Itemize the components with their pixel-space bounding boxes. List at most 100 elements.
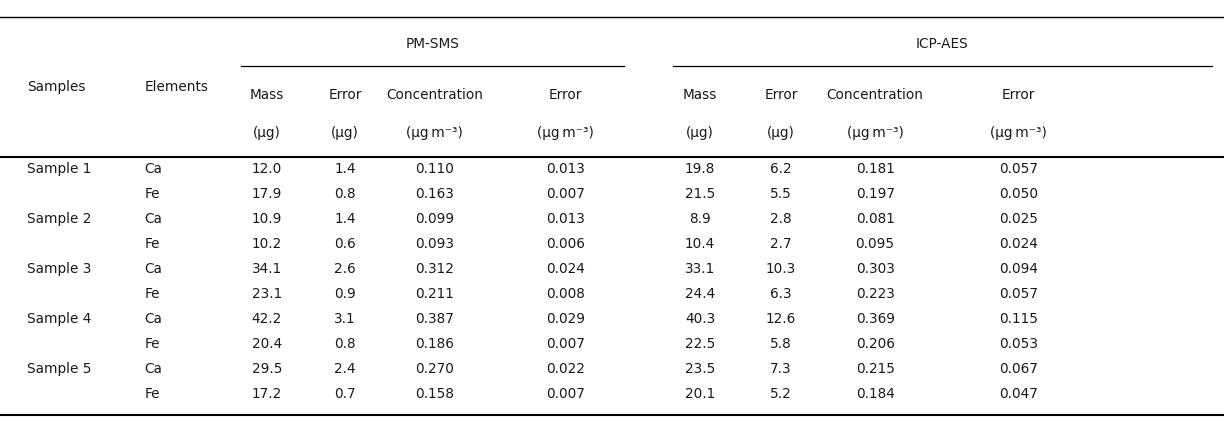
- Text: 0.270: 0.270: [415, 362, 454, 376]
- Text: 0.024: 0.024: [546, 262, 585, 276]
- Text: 10.9: 10.9: [252, 212, 282, 226]
- Text: 6.2: 6.2: [770, 162, 792, 176]
- Text: 0.067: 0.067: [999, 362, 1038, 376]
- Text: 0.008: 0.008: [546, 287, 585, 301]
- Text: (μg): (μg): [332, 126, 359, 140]
- Text: Error: Error: [764, 88, 798, 102]
- Text: Elements: Elements: [144, 80, 208, 94]
- Text: 21.5: 21.5: [685, 187, 715, 201]
- Text: 17.2: 17.2: [252, 387, 282, 401]
- Text: (μg): (μg): [253, 126, 280, 140]
- Text: (μg): (μg): [767, 126, 794, 140]
- Text: 10.3: 10.3: [766, 262, 796, 276]
- Text: 0.223: 0.223: [856, 287, 895, 301]
- Text: 12.6: 12.6: [766, 312, 796, 326]
- Text: 8.9: 8.9: [689, 212, 711, 226]
- Text: (μg m⁻³): (μg m⁻³): [990, 126, 1047, 140]
- Text: Concentration: Concentration: [386, 88, 483, 102]
- Text: Sample 3: Sample 3: [27, 262, 92, 276]
- Text: Error: Error: [328, 88, 362, 102]
- Text: 24.4: 24.4: [685, 287, 715, 301]
- Text: 0.006: 0.006: [546, 237, 585, 251]
- Text: 0.115: 0.115: [999, 312, 1038, 326]
- Text: 0.186: 0.186: [415, 337, 454, 351]
- Text: Sample 4: Sample 4: [27, 312, 92, 326]
- Text: 0.8: 0.8: [334, 187, 356, 201]
- Text: 2.7: 2.7: [770, 237, 792, 251]
- Text: 5.5: 5.5: [770, 187, 792, 201]
- Text: 17.9: 17.9: [252, 187, 282, 201]
- Text: 0.095: 0.095: [856, 237, 895, 251]
- Text: 7.3: 7.3: [770, 362, 792, 376]
- Text: 0.387: 0.387: [415, 312, 454, 326]
- Text: 20.4: 20.4: [252, 337, 282, 351]
- Text: Ca: Ca: [144, 312, 163, 326]
- Text: 23.1: 23.1: [252, 287, 282, 301]
- Text: 42.2: 42.2: [252, 312, 282, 326]
- Text: 22.5: 22.5: [685, 337, 715, 351]
- Text: 5.8: 5.8: [770, 337, 792, 351]
- Text: 33.1: 33.1: [685, 262, 715, 276]
- Text: 0.206: 0.206: [856, 337, 895, 351]
- Text: 0.158: 0.158: [415, 387, 454, 401]
- Text: 3.1: 3.1: [334, 312, 356, 326]
- Text: 0.181: 0.181: [856, 162, 895, 176]
- Text: 0.184: 0.184: [856, 387, 895, 401]
- Text: Sample 2: Sample 2: [27, 212, 92, 226]
- Text: Fe: Fe: [144, 237, 160, 251]
- Text: Concentration: Concentration: [826, 88, 924, 102]
- Text: 0.057: 0.057: [999, 287, 1038, 301]
- Text: 0.007: 0.007: [546, 387, 585, 401]
- Text: 0.303: 0.303: [856, 262, 895, 276]
- Text: 0.081: 0.081: [856, 212, 895, 226]
- Text: 0.022: 0.022: [546, 362, 585, 376]
- Text: Samples: Samples: [27, 80, 86, 94]
- Text: Ca: Ca: [144, 262, 163, 276]
- Text: (μg): (μg): [687, 126, 714, 140]
- Text: 10.4: 10.4: [685, 237, 715, 251]
- Text: 0.110: 0.110: [415, 162, 454, 176]
- Text: 0.007: 0.007: [546, 337, 585, 351]
- Text: Fe: Fe: [144, 387, 160, 401]
- Text: 0.094: 0.094: [999, 262, 1038, 276]
- Text: 0.007: 0.007: [546, 187, 585, 201]
- Text: 6.3: 6.3: [770, 287, 792, 301]
- Text: 0.197: 0.197: [856, 187, 895, 201]
- Text: 0.053: 0.053: [999, 337, 1038, 351]
- Text: 34.1: 34.1: [252, 262, 282, 276]
- Text: 0.163: 0.163: [415, 187, 454, 201]
- Text: 12.0: 12.0: [252, 162, 282, 176]
- Text: 0.013: 0.013: [546, 162, 585, 176]
- Text: 0.6: 0.6: [334, 237, 356, 251]
- Text: 1.4: 1.4: [334, 162, 356, 176]
- Text: 0.029: 0.029: [546, 312, 585, 326]
- Text: 0.047: 0.047: [999, 387, 1038, 401]
- Text: PM-SMS: PM-SMS: [405, 37, 460, 52]
- Text: 5.2: 5.2: [770, 387, 792, 401]
- Text: Sample 5: Sample 5: [27, 362, 92, 376]
- Text: 0.211: 0.211: [415, 287, 454, 301]
- Text: Fe: Fe: [144, 187, 160, 201]
- Text: 0.024: 0.024: [999, 237, 1038, 251]
- Text: 0.9: 0.9: [334, 287, 356, 301]
- Text: 2.6: 2.6: [334, 262, 356, 276]
- Text: 0.8: 0.8: [334, 337, 356, 351]
- Text: Error: Error: [548, 88, 583, 102]
- Text: 40.3: 40.3: [685, 312, 715, 326]
- Text: Mass: Mass: [250, 88, 284, 102]
- Text: 10.2: 10.2: [252, 237, 282, 251]
- Text: 0.057: 0.057: [999, 162, 1038, 176]
- Text: (μg m⁻³): (μg m⁻³): [537, 126, 594, 140]
- Text: Sample 1: Sample 1: [27, 162, 92, 176]
- Text: 2.4: 2.4: [334, 362, 356, 376]
- Text: ICP-AES: ICP-AES: [916, 37, 969, 52]
- Text: 0.093: 0.093: [415, 237, 454, 251]
- Text: Fe: Fe: [144, 337, 160, 351]
- Text: 1.4: 1.4: [334, 212, 356, 226]
- Text: 23.5: 23.5: [685, 362, 715, 376]
- Text: 2.8: 2.8: [770, 212, 792, 226]
- Text: 20.1: 20.1: [685, 387, 715, 401]
- Text: 19.8: 19.8: [685, 162, 715, 176]
- Text: Fe: Fe: [144, 287, 160, 301]
- Text: 0.215: 0.215: [856, 362, 895, 376]
